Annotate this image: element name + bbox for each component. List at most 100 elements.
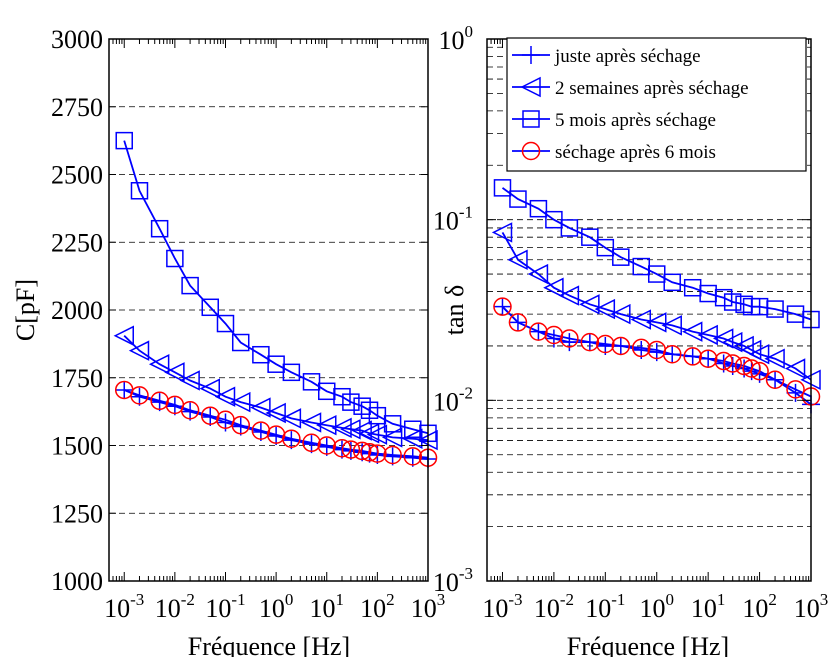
data-point [148,353,170,375]
y-tick-label: 2000 [51,296,103,325]
y-tick-label: 10-2 [433,383,473,416]
data-point [351,420,372,441]
x-tick-label: 103 [794,590,829,623]
data-point [383,445,402,465]
data-point [341,440,361,459]
x-tick-label: 100 [259,590,294,623]
tick-labels: 10-3 10-2 10-1 100 101 102 103 10-3 10-2 10-1 100 [433,22,828,623]
data-point [381,427,403,448]
data-point [317,382,336,401]
data-point [508,313,528,332]
data-point [596,238,615,257]
series-group [491,179,821,414]
data-point [366,424,388,445]
series-group [113,131,438,469]
data-point [252,345,270,364]
data-point [663,273,681,292]
data-point [230,391,251,413]
data-point [265,402,286,424]
data-point [697,324,718,346]
y-axis-label: tan δ [440,285,469,336]
legend-label: 5 mois après séchage [555,110,716,131]
panel-capacitance: 10-3 10-2 10-1 100 101 102 103 1000 1250 1500 1750… [11,25,445,657]
y-axis-label: C[pF] [11,279,40,341]
panel-loss-tangent: 10-3 10-2 10-1 100 101 102 10310-310-210-1100 … [433,22,828,657]
axes-frame [108,38,429,582]
legend-item: 5 mois après séchage [512,110,716,131]
data-point [493,297,512,316]
legend-marker [520,76,541,98]
data-point [698,349,718,368]
data-point [302,433,321,453]
x-tick-label: 10-3 [482,590,522,623]
data-point [332,438,352,458]
x-axis-label: Fréquence [Hz] [567,632,729,657]
data-point [360,443,379,462]
data-point [579,294,600,315]
legend-label: 2 semaines après séchage [555,78,749,99]
legend: juste après séchage 2 semaines après séch… [506,37,807,172]
data-point [180,401,200,420]
data-point [491,222,513,243]
series-line [123,335,429,441]
data-point [714,351,733,371]
data-point [766,300,784,318]
x-tick-label: 102 [360,590,395,623]
y-tick-label: 100 [439,22,474,55]
data-point [164,362,185,383]
x-tick-label: 10-3 [104,590,144,623]
data-point [181,276,199,295]
data-point [580,332,600,352]
data-point [723,354,742,373]
gridlines [109,106,428,514]
data-point [682,321,703,342]
data-point [646,312,667,333]
data-point [527,263,549,285]
legend-marker [522,110,540,128]
data-point [493,297,512,316]
data-point [750,361,769,381]
data-point [543,277,564,298]
data-point [610,303,631,325]
data-point [714,288,733,307]
data-point [764,348,785,369]
y-tick-label: 1000 [51,567,103,596]
legend-label: juste après séchage [554,46,701,67]
x-tick-label: 101 [309,590,344,623]
data-point [352,441,372,461]
y-tick-label: 2500 [51,161,103,190]
data-point [333,387,351,406]
series-line [501,187,812,321]
y-tick-label: 2250 [51,228,103,257]
series-line [501,231,812,381]
data-point [507,249,528,270]
y-tick-label: 10-3 [433,564,473,597]
legend-item: juste après séchage [512,46,701,67]
data-point [214,386,236,407]
data-point [179,370,200,391]
data-point [786,380,805,399]
x-tick-label: 10-1 [585,590,625,623]
data-point [748,344,770,365]
data-point [302,373,321,391]
data-point [581,228,599,246]
data-point [331,417,352,439]
data-point [742,359,761,378]
series-line [123,389,429,459]
data-point [661,315,682,336]
data-point [509,190,527,208]
x-tick-label: 100 [639,590,674,623]
data-point [558,285,580,306]
data-point [544,329,563,348]
series-line [501,306,812,398]
x-tick-label: 101 [691,590,726,623]
data-point [529,322,548,341]
data-point [560,219,579,237]
data-point [596,334,615,354]
data-point [115,131,133,150]
data-point [317,436,336,455]
data-point [216,314,235,333]
data-point [280,408,302,429]
tick-labels: 10-3 10-2 10-1 100 101 102 103 1000 1250 1500 1750… [51,25,445,623]
